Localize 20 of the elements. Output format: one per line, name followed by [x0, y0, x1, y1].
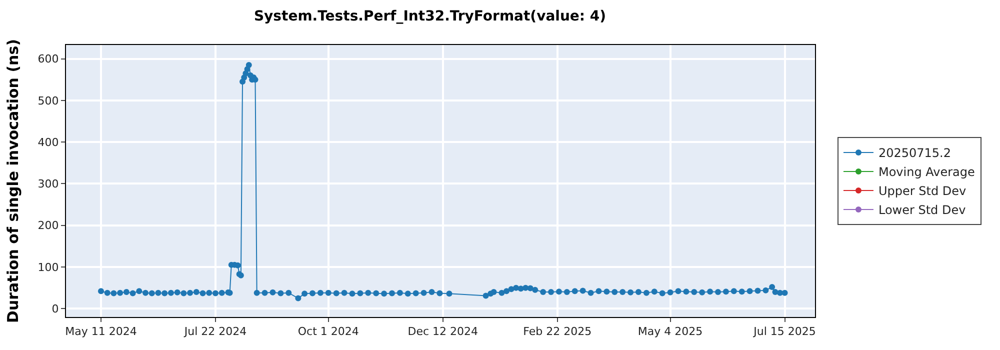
- chart-title: System.Tests.Perf_Int32.TryFormat(value: 4): [254, 8, 606, 24]
- y-tick-label: 200: [38, 219, 59, 232]
- x-tick-label: Oct 1 2024: [298, 325, 359, 338]
- legend-label: 20250715.2: [878, 146, 951, 160]
- legend-label: Moving Average: [878, 165, 975, 180]
- y-axis-title: Duration of single invocation (ns): [4, 39, 22, 323]
- y-tick-label: 500: [38, 94, 59, 108]
- x-tick-label: Jul 15 2025: [752, 325, 816, 338]
- x-tick-label: May 4 2025: [638, 325, 703, 338]
- legend-label: Upper Std Dev: [878, 184, 966, 198]
- y-tick-label: 0: [52, 302, 59, 316]
- y-tick-label: 400: [38, 136, 59, 149]
- x-tick-label: Dec 12 2024: [408, 325, 478, 338]
- legend-label: Lower Std Dev: [878, 203, 966, 218]
- y-tick-label: 300: [38, 178, 59, 191]
- y-tick-label: 100: [38, 260, 59, 274]
- x-tick-label: Feb 22 2025: [523, 325, 592, 338]
- y-tick-label: 600: [38, 52, 59, 66]
- x-tick-label: May 11 2024: [65, 325, 137, 338]
- x-tick-label: Jul 22 2024: [183, 325, 247, 338]
